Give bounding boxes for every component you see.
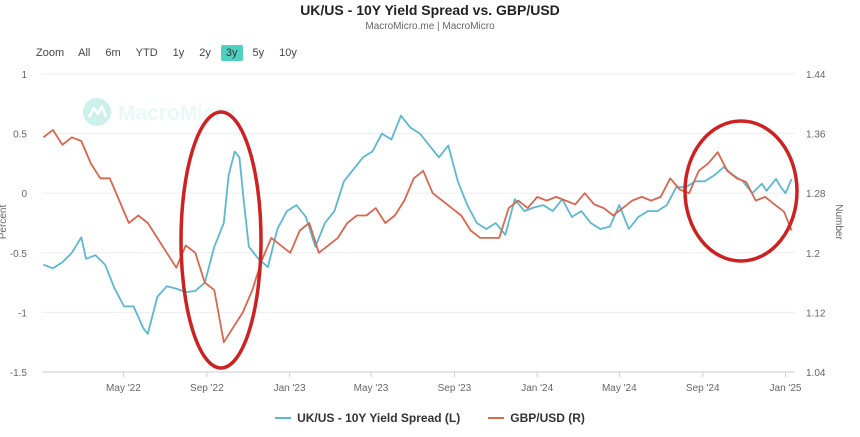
annotation-circle-2022 <box>179 110 263 370</box>
right-tick-label: 1.36 <box>806 130 826 141</box>
legend-item-gbpusd[interactable]: GBP/USD (R) <box>488 411 585 425</box>
range-button-10y[interactable]: 10y <box>279 47 297 59</box>
legend-swatch-gbpusd <box>488 417 505 419</box>
right-axis-label: Number <box>833 204 844 240</box>
range-button-6m[interactable]: 6m <box>105 47 121 59</box>
series-line-spread <box>43 114 793 335</box>
x-tick-label: Sep '23 <box>438 383 472 394</box>
x-tick-label: May '24 <box>602 383 637 394</box>
legend-swatch-spread <box>275 417 292 419</box>
right-tick-label: 1.04 <box>806 368 826 379</box>
range-selector: Zoom All 6m YTD 1y 2y 3y 5y 10y <box>36 44 307 62</box>
legend-label-spread: UK/US - 10Y Yield Spread (L) <box>297 411 461 425</box>
range-button-2y[interactable]: 2y <box>199 47 211 59</box>
range-button-1y[interactable]: 1y <box>172 47 185 59</box>
x-tick-label: Jan '23 <box>274 383 306 394</box>
legend-item-spread[interactable]: UK/US - 10Y Yield Spread (L) <box>275 411 460 425</box>
left-axis-label: Percent <box>0 205 9 240</box>
annotation-circles <box>179 110 799 370</box>
chart-title: UK/US - 10Y Yield Spread vs. GBP/USD <box>300 2 560 18</box>
chart-subtitle: MacroMicro.me | MacroMicro <box>365 21 495 32</box>
annotation-circle-2024 <box>683 119 799 263</box>
x-tick-label: Sep '24 <box>686 383 720 394</box>
left-tick-label: -1.5 <box>10 368 28 379</box>
right-tick-label: 1.44 <box>806 70 826 81</box>
left-tick-label: 1 <box>21 70 27 81</box>
zoom-label: Zoom <box>36 47 65 59</box>
left-axis-ticks: 1 0.5 0 -0.5 -1 -1.5 <box>10 70 28 379</box>
x-tick-label: Jan '24 <box>521 383 553 394</box>
series-lines <box>42 114 793 344</box>
range-button-ytd[interactable]: YTD <box>135 47 158 59</box>
left-tick-label: -0.5 <box>10 249 28 260</box>
x-axis-ticks: May '22 Sep '22 Jan '23 May '23 Sep '23 Jan '… <box>42 371 802 394</box>
x-tick-label: Jan '25 <box>770 383 802 394</box>
legend-label-gbpusd: GBP/USD (R) <box>510 411 585 425</box>
chart-plot: MacroMicro 10.50-0.5-1-1.5 1.441.361.281… <box>0 70 844 394</box>
series-line-gbpusd <box>42 129 793 344</box>
left-tick-label: 0.5 <box>13 130 27 141</box>
legend: UK/US - 10Y Yield Spread (L) GBP/USD (R) <box>0 411 860 425</box>
range-button-5y[interactable]: 5y <box>252 47 265 59</box>
right-tick-label: 1.28 <box>806 189 826 200</box>
right-tick-label: 1.12 <box>806 308 826 319</box>
right-tick-label: 1.2 <box>806 249 820 260</box>
x-tick-label: Sep '22 <box>190 383 224 394</box>
watermark: MacroMicro <box>83 98 236 126</box>
left-tick-label: 0 <box>21 189 27 200</box>
x-tick-label: May '22 <box>106 383 141 394</box>
watermark-logo-icon <box>83 98 111 126</box>
range-button-3y[interactable]: 3y <box>220 45 243 61</box>
watermark-logo-mark <box>87 104 108 118</box>
left-tick-label: -1 <box>18 308 27 319</box>
x-tick-label: May '23 <box>354 383 389 394</box>
range-button-all[interactable]: All <box>78 47 91 59</box>
right-axis-ticks: 1.44 1.36 1.28 1.2 1.12 1.04 <box>806 70 826 379</box>
